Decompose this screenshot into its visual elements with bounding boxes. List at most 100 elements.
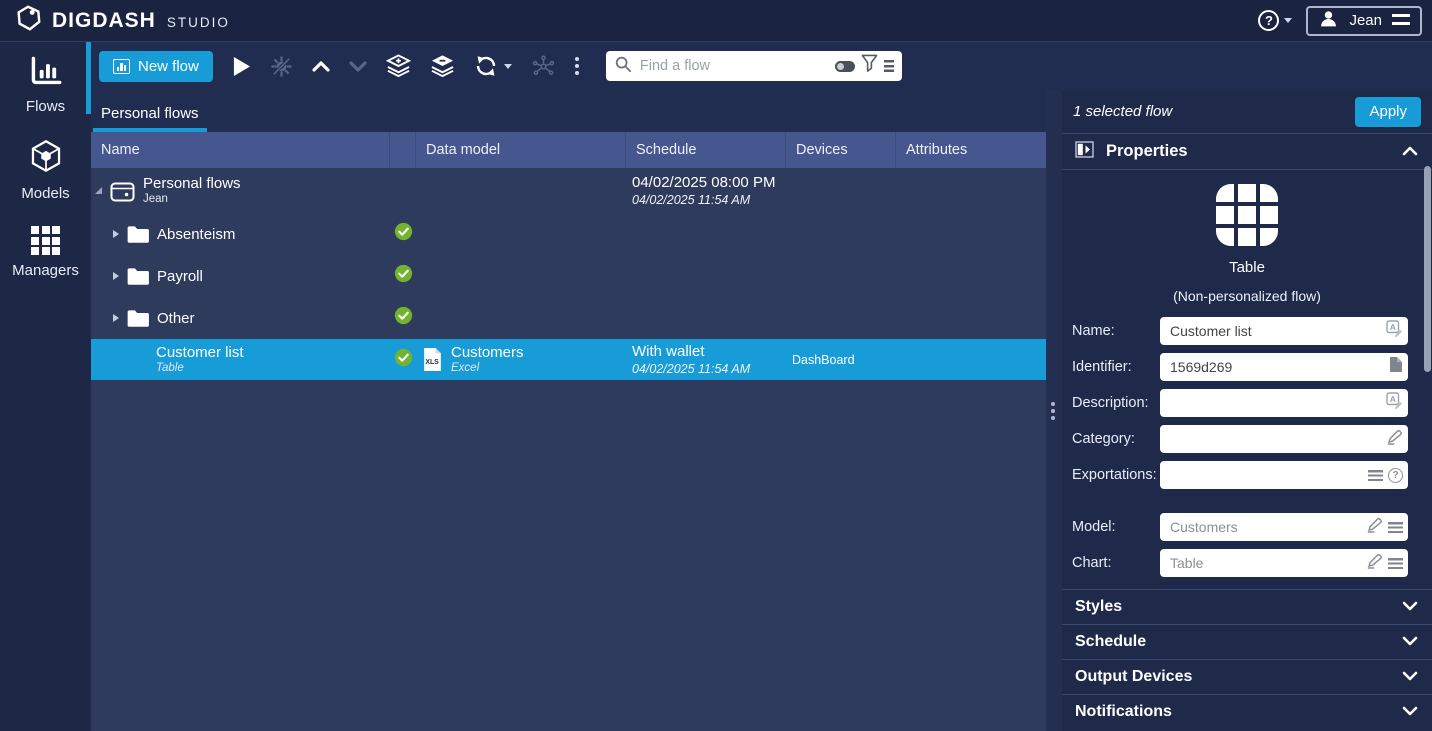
description-field[interactable] [1160, 389, 1408, 417]
schedule-mode: With wallet [632, 342, 705, 360]
table-row-absenteism[interactable]: Absenteism [91, 213, 1046, 255]
sidebar-item-flows[interactable]: Flows [0, 42, 91, 125]
table-flow-icon [126, 348, 149, 371]
column-header-status[interactable] [390, 132, 416, 168]
move-up-button[interactable] [312, 60, 330, 72]
svg-text:A: A [1390, 322, 1396, 332]
table-chart-type-icon [1216, 184, 1278, 246]
digdash-cube-logo-icon [13, 3, 43, 38]
user-name: Jean [1349, 12, 1382, 29]
field-chart: Chart: [1072, 549, 1432, 577]
properties-section-header[interactable]: Properties [1062, 134, 1432, 170]
splitter-drag-handle-icon[interactable] [1051, 402, 1055, 420]
run-flow-play-button[interactable] [232, 56, 251, 77]
chevron-down-icon [1402, 668, 1418, 686]
sidebar-item-models[interactable]: Models [0, 125, 91, 212]
field-description: Description: A [1072, 389, 1432, 417]
collapse-panel-icon[interactable] [1075, 140, 1094, 163]
data-model-source: Excel [451, 362, 480, 374]
tree-expand-icon[interactable] [113, 314, 119, 322]
search-menu-icon[interactable] [883, 60, 894, 72]
section-schedule[interactable]: Schedule [1062, 624, 1432, 659]
user-menu-button[interactable]: Jean [1306, 5, 1422, 36]
name-field[interactable] [1160, 317, 1408, 345]
tab-personal-flows[interactable]: Personal flows [93, 100, 207, 132]
tree-expand-icon[interactable] [113, 272, 119, 280]
panel-scrollbar[interactable] [1424, 166, 1431, 372]
sidebar-item-label: Managers [12, 262, 79, 279]
flows-tab-bar: Personal flows [91, 90, 1046, 132]
new-flow-label: New flow [138, 57, 199, 75]
brand-suffix: STUDIO [166, 14, 230, 30]
flow-name: Payroll [157, 267, 203, 285]
chart-field[interactable] [1160, 549, 1408, 577]
translate-icon[interactable]: A [1386, 392, 1403, 414]
section-styles[interactable]: Styles [1062, 589, 1432, 624]
flow-chart-type: Table [156, 362, 184, 374]
table-row-personal-flows[interactable]: Personal flows Jean 04/02/2025 08:00 PM … [91, 168, 1046, 213]
table-row-other[interactable]: Other [91, 297, 1046, 339]
tree-collapse-icon[interactable] [95, 187, 102, 194]
column-header-schedule[interactable]: Schedule [626, 132, 786, 168]
list-menu-icon[interactable] [1368, 469, 1383, 481]
column-header-data-model[interactable]: Data model [416, 132, 626, 168]
column-header-attributes[interactable]: Attributes [906, 142, 968, 158]
field-label: Category: [1072, 431, 1135, 447]
identifier-field[interactable] [1160, 353, 1408, 381]
refresh-button[interactable] [474, 54, 512, 78]
section-notifications[interactable]: Notifications [1062, 694, 1432, 729]
new-flow-button[interactable]: New flow [99, 50, 213, 82]
model-field[interactable] [1160, 513, 1408, 541]
help-icon[interactable]: ? [1388, 467, 1403, 483]
field-exportations: Exportations: ? [1072, 461, 1432, 489]
chevron-down-icon [1402, 633, 1418, 651]
sidebar-item-label: Flows [25, 98, 66, 115]
search-input[interactable] [637, 57, 829, 75]
status-ok-check-icon [394, 306, 413, 330]
help-menu-button[interactable]: ? [1258, 10, 1293, 31]
sidebar-item-managers[interactable]: Managers [0, 212, 91, 289]
panel-splitter[interactable] [1046, 90, 1062, 731]
field-identifier: Identifier: [1072, 353, 1432, 381]
flow-name: Personal flows [143, 175, 241, 192]
add-to-stack-layers-icon[interactable] [385, 54, 411, 78]
edit-pencil-icon[interactable] [1366, 552, 1383, 574]
remove-from-stack-layers-icon[interactable] [430, 54, 455, 78]
apply-button[interactable]: Apply [1355, 96, 1421, 127]
flow-type-label: Table [1229, 259, 1265, 276]
table-row-customer-list-selected[interactable]: Customer list Table XLS Customers Excel [91, 339, 1046, 380]
folder-icon [126, 266, 150, 286]
section-output-devices[interactable]: Output Devices [1062, 659, 1432, 694]
settings-disabled-gear-icon [270, 55, 293, 78]
flow-name: Customer list [156, 344, 244, 361]
tree-expand-icon[interactable] [113, 230, 119, 238]
xls-file-icon: XLS [422, 347, 443, 372]
top-header: DIGDASH STUDIO ? Jean [0, 0, 1432, 42]
filter-funnel-icon[interactable] [861, 54, 878, 78]
folder-icon [126, 224, 150, 244]
chevron-up-icon[interactable] [1402, 143, 1418, 161]
status-ok-check-icon [394, 264, 413, 288]
list-menu-icon[interactable] [1388, 557, 1403, 569]
refresh-options-chevron-icon[interactable] [503, 63, 512, 69]
selection-count-text: 1 selected flow [1073, 103, 1173, 120]
category-field[interactable] [1160, 425, 1408, 453]
list-menu-icon[interactable] [1388, 521, 1403, 533]
search-toggle-icon[interactable] [834, 60, 855, 72]
translate-icon[interactable]: A [1386, 320, 1403, 342]
search-icon [614, 55, 632, 78]
column-header-devices[interactable]: Devices [786, 132, 896, 168]
exportations-field[interactable] [1160, 461, 1408, 489]
field-label: Model: [1072, 519, 1116, 535]
flows-toolbar: New flow [91, 42, 1432, 90]
more-actions-kebab-button[interactable] [574, 57, 579, 75]
table-row-payroll[interactable]: Payroll [91, 255, 1046, 297]
column-header-name[interactable]: Name [91, 132, 390, 168]
flow-name: Other [157, 309, 195, 327]
svg-text:XLS: XLS [425, 359, 439, 366]
copy-file-icon[interactable] [1389, 356, 1403, 378]
field-category: Category: [1072, 425, 1432, 453]
edit-pencil-icon[interactable] [1366, 516, 1383, 538]
edit-pencil-icon[interactable] [1386, 428, 1403, 450]
